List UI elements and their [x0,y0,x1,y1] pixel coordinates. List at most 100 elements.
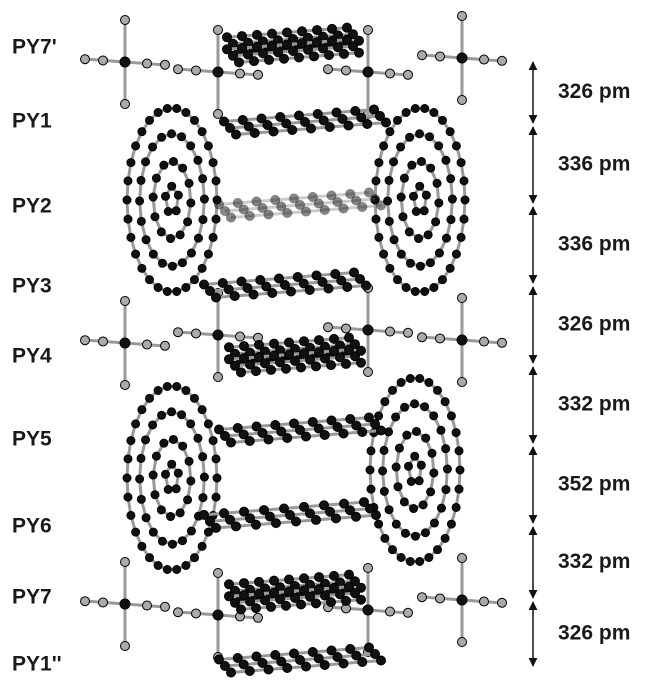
atom [167,407,177,417]
atom [399,173,409,183]
atom [253,69,263,80]
atom [236,604,246,615]
atom [232,422,243,433]
atom [136,175,146,185]
atom [435,333,445,344]
atom [230,597,240,608]
atom [451,249,461,259]
atom [120,296,130,306]
atom [388,545,397,555]
atom [357,657,368,668]
atom [456,52,468,64]
atom [232,652,243,663]
atom [314,335,324,346]
atom [479,336,489,347]
atom [193,433,203,443]
atom [231,521,241,532]
atom [312,25,322,36]
atom [434,198,444,208]
atom [153,386,163,396]
atom [181,282,191,292]
atom [421,433,431,443]
atom [244,436,255,447]
atom [320,353,330,364]
atom [344,581,354,592]
atom [163,484,173,494]
atom [319,205,330,216]
atom [177,132,187,142]
atom [251,651,262,662]
atom [417,50,427,61]
atom [275,111,286,122]
atom [211,214,221,224]
atom [396,249,406,259]
atom [267,40,277,51]
atom [235,68,245,79]
atom [175,230,185,240]
atom [191,608,201,619]
atom [385,606,395,617]
atom [323,64,333,75]
atom [454,446,464,456]
atom [203,141,213,151]
atom [339,48,349,59]
atom [290,356,300,366]
atom [364,187,374,198]
atom [339,498,349,509]
atom [326,597,336,608]
atom [441,444,451,454]
atom [269,575,279,586]
atom [167,181,177,191]
atom [197,263,207,273]
atom [162,564,172,574]
atom [348,41,358,52]
atom [193,233,203,243]
atom [269,338,279,349]
atom [131,249,141,259]
atom [460,195,470,205]
atom [269,350,279,361]
atom [119,598,131,610]
atom [299,573,309,584]
atom [384,216,394,226]
atom [190,393,199,403]
atom [420,104,430,114]
atom [301,206,311,217]
atom [190,275,199,285]
atom [135,474,145,484]
atom [279,53,289,64]
atom [257,658,268,668]
atom [329,345,339,356]
atom [374,519,384,529]
atom [446,519,456,529]
atom [370,649,380,659]
atom [257,203,268,213]
atom [435,593,445,604]
atom [141,157,151,167]
atom [151,173,161,183]
atom [327,35,337,46]
atom [136,216,146,226]
atom [162,104,172,114]
atom [157,132,167,142]
atom [219,116,229,127]
atom [123,214,133,224]
atom [135,196,145,206]
atom [145,115,154,125]
atom [284,574,294,585]
atom [296,362,306,373]
atom [245,596,255,607]
atom [151,451,161,461]
atom [356,357,366,368]
atom [415,261,425,271]
atom [208,158,218,168]
atom [456,594,468,606]
atom [166,234,176,244]
atom [263,434,274,445]
atom [416,156,426,166]
atom [270,194,281,205]
atom [299,501,309,512]
atom [270,419,281,430]
atom [251,196,262,207]
atom [403,607,413,618]
